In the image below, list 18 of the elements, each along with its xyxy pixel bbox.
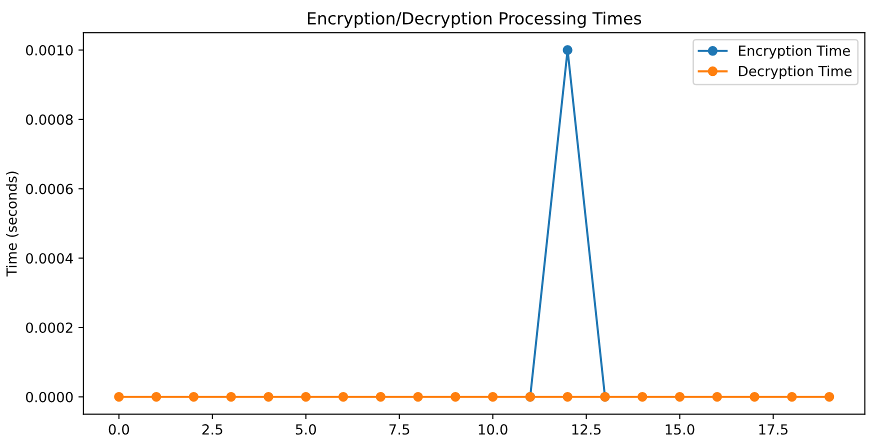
y-tick-label: 0.0000 xyxy=(26,392,73,402)
x-tick-label: 2.5 xyxy=(202,424,222,435)
y-tick-label: 0.0002 xyxy=(26,322,72,333)
y-tick-label: 0.0004 xyxy=(26,253,73,264)
x-tick-label: 17.5 xyxy=(759,424,788,435)
x-tick-label: 12.5 xyxy=(572,424,601,435)
chart-title: Encryption/Decryption Processing Times xyxy=(308,12,642,28)
legend-label: Encryption Time xyxy=(739,45,850,59)
x-tick-label: 15.0 xyxy=(666,424,694,435)
y-axis-title: Time (seconds) xyxy=(6,172,18,276)
x-tick-label: 5.0 xyxy=(296,424,316,435)
legend-label: Decryption Time xyxy=(739,66,852,80)
x-tick-label: 7.5 xyxy=(389,424,410,435)
y-tick-label: 0.0008 xyxy=(26,114,73,125)
x-tick-label: 10.0 xyxy=(478,424,508,435)
y-tick-label: 0.0010 xyxy=(26,45,73,56)
x-tick-label: 0.0 xyxy=(108,424,130,435)
y-tick-label: 0.0006 xyxy=(26,184,73,194)
